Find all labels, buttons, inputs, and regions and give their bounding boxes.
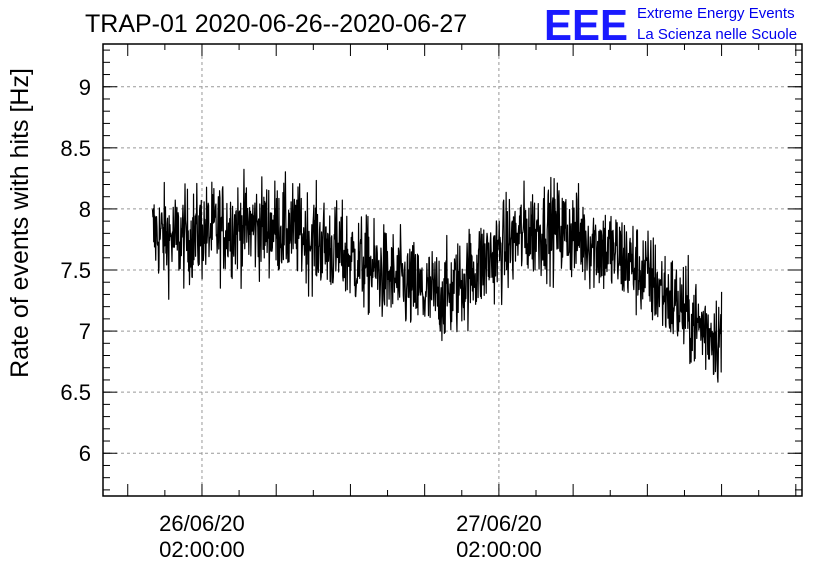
x-tick-label-time: 02:00:00 (159, 537, 245, 562)
y-tick-label: 6 (79, 441, 91, 466)
x-tick-label-date: 27/06/20 (456, 511, 542, 536)
x-tick-label-date: 26/06/20 (159, 511, 245, 536)
y-tick-label: 7.5 (60, 258, 91, 283)
series-line (151, 168, 723, 383)
eee-logo: EEE (544, 1, 628, 50)
y-tick-label: 7 (79, 319, 91, 344)
y-tick-label: 8.5 (60, 136, 91, 161)
brand-line-2: La Scienza nelle Scuole (637, 26, 797, 43)
x-tick-label-time: 02:00:00 (456, 537, 542, 562)
axes (102, 43, 803, 497)
y-tick-label: 6.5 (60, 380, 91, 405)
y-axis-label: Rate of events with hits [Hz] (6, 68, 34, 378)
series-layer (151, 168, 723, 383)
chart-title: TRAP-01 2020-06-26--2020-06-27 (85, 10, 467, 38)
plot-frame (102, 43, 803, 497)
brand-line-1: Extreme Energy Events (637, 5, 795, 22)
grid-lines (103, 44, 802, 496)
tick-labels: 66.577.588.5926/06/2002:00:0027/06/2002:… (60, 75, 541, 562)
y-tick-label: 8 (79, 197, 91, 222)
y-tick-label: 9 (79, 75, 91, 100)
